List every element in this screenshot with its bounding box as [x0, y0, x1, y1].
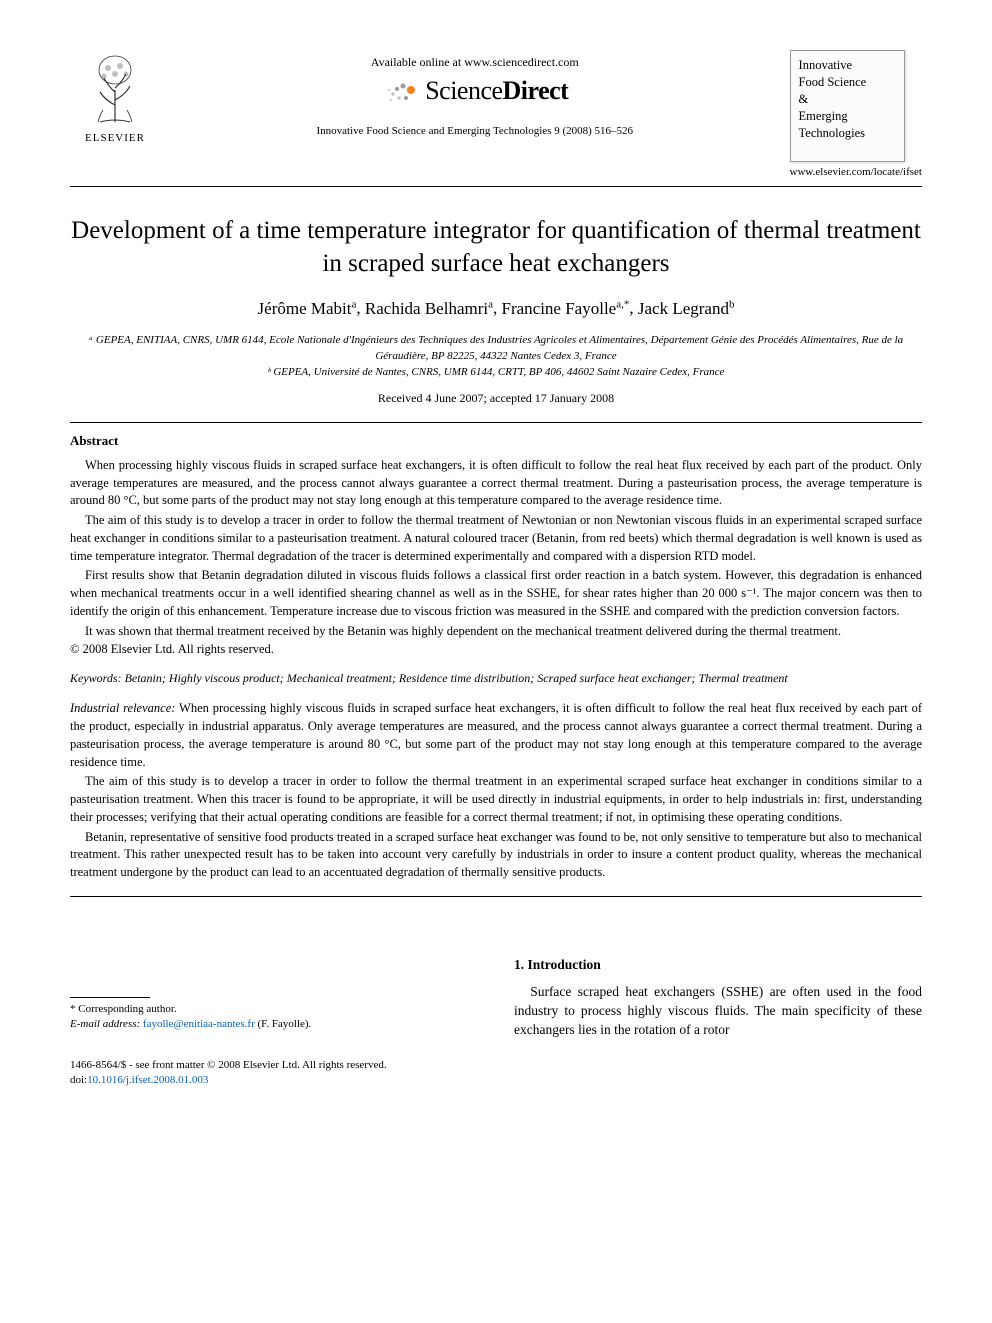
mid-rule-1: [70, 422, 922, 423]
email-label: E-mail address:: [70, 1018, 140, 1030]
doi-line: doi:10.1016/j.ifset.2008.01.003: [70, 1073, 922, 1088]
right-column: 1. Introduction Surface scraped heat exc…: [514, 957, 922, 1040]
affiliation-line: ᵇ GEPEA, Université de Nantes, CNRS, UMR…: [70, 365, 922, 381]
journal-name-line: &: [799, 91, 896, 108]
author-name: Jérôme Mabit: [258, 299, 352, 318]
relevance-paragraph: Industrial relevance: When processing hi…: [70, 700, 922, 771]
introduction-heading: 1. Introduction: [514, 957, 922, 973]
copyright-line: © 2008 Elsevier Ltd. All rights reserved…: [70, 642, 922, 657]
footnote-email-line: E-mail address: fayolle@enitiaa-nantes.f…: [70, 1017, 478, 1032]
corresponding-author-footnote: * Corresponding author. E-mail address: …: [70, 1002, 478, 1033]
footnote-rule: [70, 997, 150, 998]
top-rule: [70, 186, 922, 187]
sciencedirect-swirl-icon: [381, 76, 421, 106]
abstract-paragraph: First results show that Betanin degradat…: [70, 567, 922, 620]
author-name: Francine Fayolle: [502, 299, 617, 318]
doi-link[interactable]: 10.1016/j.ifset.2008.01.003: [87, 1074, 208, 1086]
authors-line: Jérôme Mabita, Rachida Belhamria, Franci…: [70, 298, 922, 319]
author-aff: a,*: [616, 298, 629, 310]
relevance-label: Industrial relevance:: [70, 701, 175, 715]
abstract-paragraph: It was shown that thermal treatment rece…: [70, 623, 922, 641]
sciencedirect-wordmark: ScienceDirect: [425, 76, 568, 106]
abstract-paragraph: The aim of this study is to develop a tr…: [70, 512, 922, 565]
author: Francine Fayollea,*: [502, 299, 630, 318]
journal-name-line: Food Science: [799, 74, 896, 91]
sciencedirect-logo: ScienceDirect: [381, 76, 568, 106]
elsevier-logo-block: ELSEVIER: [70, 50, 160, 144]
journal-url[interactable]: www.elsevier.com/locate/ifset: [790, 166, 922, 178]
elsevier-tree-icon: [80, 50, 150, 130]
email-link[interactable]: fayolle@enitiaa-nantes.fr: [143, 1018, 255, 1030]
sd-light: Science: [425, 76, 502, 105]
author: Jack Legrandb: [638, 299, 735, 318]
author-name: Jack Legrand: [638, 299, 729, 318]
author-aff: a: [352, 298, 357, 310]
relevance-text: When processing highly viscous fluids in…: [70, 701, 922, 768]
author: Jérôme Mabita: [258, 299, 357, 318]
abstract-heading: Abstract: [70, 433, 922, 449]
email-person: (F. Fayolle).: [258, 1018, 312, 1030]
received-dates: Received 4 June 2007; accepted 17 Januar…: [70, 391, 922, 406]
footnote-marker: * Corresponding author.: [70, 1002, 478, 1017]
available-online-text: Available online at www.sciencedirect.co…: [160, 55, 790, 70]
journal-cover-block: Innovative Food Science & Emerging Techn…: [790, 50, 922, 178]
header-row: ELSEVIER Available online at www.science…: [70, 50, 922, 178]
abstract-section: Abstract When processing highly viscous …: [70, 433, 922, 658]
keywords-text: Betanin; Highly viscous product; Mechani…: [125, 671, 788, 685]
relevance-paragraph: The aim of this study is to develop a tr…: [70, 773, 922, 826]
author-aff: b: [729, 298, 735, 310]
journal-name-line: Emerging: [799, 108, 896, 125]
body-columns: * Corresponding author. E-mail address: …: [70, 957, 922, 1040]
relevance-paragraph: Betanin, representative of sensitive foo…: [70, 829, 922, 882]
introduction-paragraph: Surface scraped heat exchangers (SSHE) a…: [514, 983, 922, 1040]
journal-name-line: Technologies: [799, 125, 896, 142]
doi-label: doi:: [70, 1074, 87, 1086]
affiliations: ᵃ GEPEA, ENITIAA, CNRS, UMR 6144, Ecole …: [70, 333, 922, 381]
elsevier-label: ELSEVIER: [85, 132, 145, 144]
industrial-relevance-section: Industrial relevance: When processing hi…: [70, 700, 922, 882]
left-column: * Corresponding author. E-mail address: …: [70, 957, 478, 1040]
author-name: Rachida Belhamri: [365, 299, 488, 318]
center-header: Available online at www.sciencedirect.co…: [160, 50, 790, 137]
journal-cover-box: Innovative Food Science & Emerging Techn…: [790, 50, 905, 162]
abstract-paragraph: When processing highly viscous fluids in…: [70, 457, 922, 510]
page-footer: 1466-8564/$ - see front matter © 2008 El…: [70, 1058, 922, 1089]
sd-bold: Direct: [503, 76, 569, 105]
journal-name-line: Innovative: [799, 57, 896, 74]
keywords-label: Keywords:: [70, 671, 122, 685]
mid-rule-2: [70, 896, 922, 897]
author: Rachida Belhamria: [365, 299, 493, 318]
article-title: Development of a time temperature integr…: [70, 215, 922, 280]
front-matter-line: 1466-8564/$ - see front matter © 2008 El…: [70, 1058, 922, 1073]
journal-citation: Innovative Food Science and Emerging Tec…: [160, 125, 790, 137]
author-aff: a: [488, 298, 493, 310]
keywords-line: Keywords: Betanin; Highly viscous produc…: [70, 671, 922, 686]
affiliation-line: ᵃ GEPEA, ENITIAA, CNRS, UMR 6144, Ecole …: [70, 333, 922, 365]
